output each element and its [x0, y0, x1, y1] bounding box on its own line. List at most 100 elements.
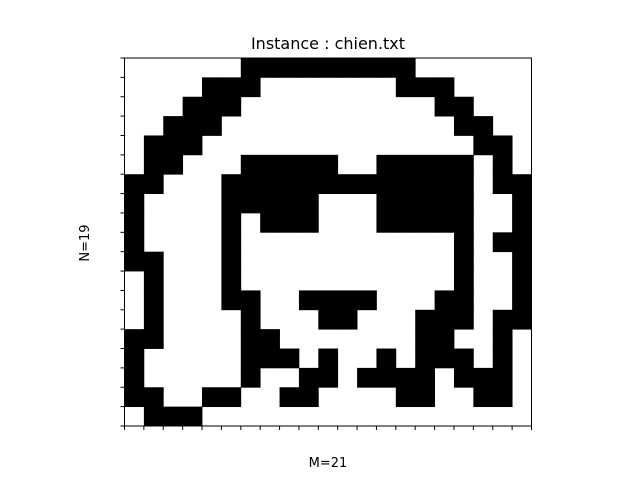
heatmap-cell [434, 96, 455, 117]
heatmap-cell [240, 77, 261, 98]
heatmap-cell [298, 154, 319, 175]
heatmap-cell [163, 406, 184, 427]
heatmap-cell [124, 367, 145, 388]
heatmap-cell [376, 174, 397, 194]
heatmap-cell [453, 212, 474, 233]
heatmap-cell [395, 174, 416, 194]
plot-frame [124, 57, 532, 427]
heatmap-cell [376, 212, 397, 233]
heatmap-cell [143, 271, 164, 291]
heatmap-cell [260, 154, 280, 175]
heatmap-cell [453, 290, 474, 311]
heatmap-cell [415, 174, 435, 194]
heatmap-cell [143, 329, 164, 349]
heatmap-cell [512, 232, 532, 253]
heatmap-cell [221, 290, 242, 311]
heatmap-cell [415, 212, 435, 233]
heatmap-cell [143, 387, 164, 408]
heatmap-cell [124, 212, 145, 233]
x-axis-ticks [124, 426, 532, 430]
heatmap-cell [124, 232, 145, 253]
heatmap-cell [260, 212, 280, 233]
heatmap-cell [337, 309, 358, 330]
heatmap-cell [415, 367, 435, 388]
heatmap-cell [415, 309, 435, 330]
heatmap-cell [143, 309, 164, 330]
heatmap-cell [279, 174, 300, 194]
heatmap-cell [492, 387, 513, 408]
heatmap-cell [453, 116, 474, 136]
heatmap-cell [124, 251, 145, 272]
heatmap-cell [221, 212, 242, 233]
heatmap-cell [512, 290, 532, 311]
heatmap-cell [473, 116, 494, 136]
heatmap-cell [453, 96, 474, 117]
heatmap-cell [318, 309, 339, 330]
heatmap-cell [376, 58, 397, 78]
heatmap-cell [395, 154, 416, 175]
heatmap-cell [357, 290, 377, 311]
heatmap-cell [182, 96, 203, 117]
heatmap-cell [453, 174, 474, 194]
heatmap-cell [202, 116, 222, 136]
heatmap-cell [512, 193, 532, 214]
heatmap-cell [376, 367, 397, 388]
heatmap-cell [298, 387, 319, 408]
x-axis-label: M=21 [309, 456, 348, 471]
heatmap-cell [221, 193, 242, 214]
heatmap-cell [279, 154, 300, 175]
heatmap-cell [143, 251, 164, 272]
heatmap-cell [492, 348, 513, 369]
heatmap-cell [395, 367, 416, 388]
heatmap-cell [376, 154, 397, 175]
heatmap-cell [453, 367, 474, 388]
heatmap-cell [473, 367, 494, 388]
heatmap-cell [163, 135, 184, 156]
heatmap-cell [221, 77, 242, 98]
heatmap-cell [260, 58, 280, 78]
heatmap-cell [318, 154, 339, 175]
heatmap-cell [492, 329, 513, 349]
heatmap-cell [124, 193, 145, 214]
heatmap-cell [395, 58, 416, 78]
heatmap-cell [376, 193, 397, 214]
heatmap-cell [143, 174, 164, 194]
y-axis-ticks [120, 57, 125, 427]
heatmap-cell [415, 387, 435, 408]
heatmap-cell [453, 154, 474, 175]
heatmap-cell [318, 367, 339, 388]
heatmap-cell [298, 58, 319, 78]
heatmap-cell [279, 348, 300, 369]
heatmap-cell [240, 174, 261, 194]
heatmap-cell [221, 271, 242, 291]
heatmap-cell [298, 212, 319, 233]
heatmap-cell [260, 329, 280, 349]
heatmap-cell [337, 58, 358, 78]
heatmap-cell [357, 174, 377, 194]
heatmap-cell [221, 174, 242, 194]
heatmap-cell [279, 212, 300, 233]
heatmap-cell [434, 329, 455, 349]
chart-title: Instance : chien.txt [251, 34, 405, 53]
heatmap-cell [473, 135, 494, 156]
heatmap-cell [395, 212, 416, 233]
heatmap-cell [143, 154, 164, 175]
heatmap-cell [163, 116, 184, 136]
heatmap-cell [202, 77, 222, 98]
heatmap-cell [298, 367, 319, 388]
heatmap-cells [124, 58, 532, 427]
heatmap-cell [279, 58, 300, 78]
heatmap-cell [492, 154, 513, 175]
heatmap-cell [124, 174, 145, 194]
heatmap-cell [376, 348, 397, 369]
heatmap-cell [202, 387, 222, 408]
heatmap-cell [260, 193, 280, 214]
heatmap-cell [357, 367, 377, 388]
heatmap-cell [512, 212, 532, 233]
heatmap-cell [453, 348, 474, 369]
heatmap-cell [221, 232, 242, 253]
heatmap-cell [434, 154, 455, 175]
heatmap-cell [492, 309, 513, 330]
heatmap-cell [492, 367, 513, 388]
